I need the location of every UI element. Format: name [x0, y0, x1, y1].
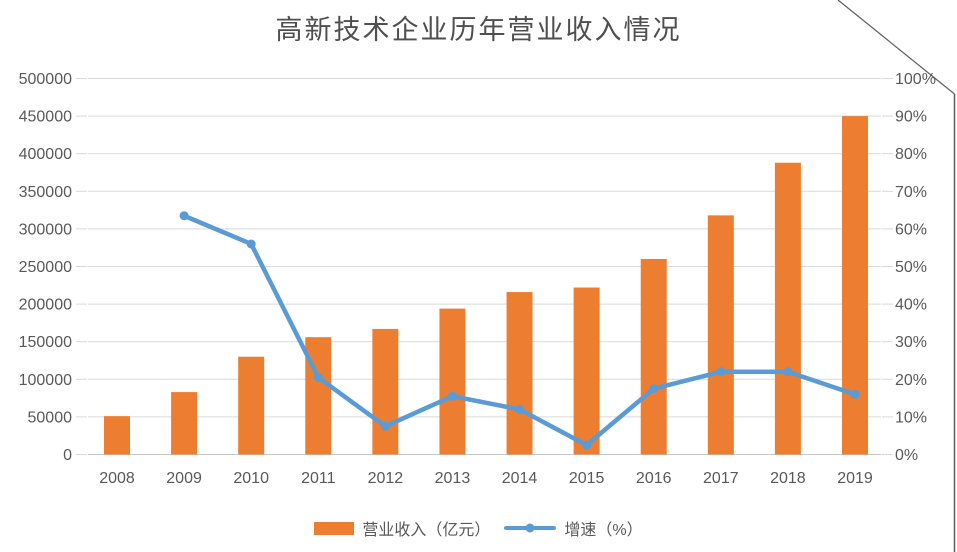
growth-point-2009 — [179, 211, 189, 221]
growth-legend-line-sample — [504, 523, 557, 533]
growth-point-2018 — [783, 367, 793, 377]
right-axis-label: 90% — [895, 109, 927, 126]
left-axis-label: 400000 — [19, 146, 72, 163]
legend-label-revenue: 营业收入（亿元） — [362, 522, 491, 539]
right-axis-label: 10% — [895, 409, 927, 426]
right-axis-label: 20% — [895, 372, 927, 389]
bar-2015 — [573, 287, 600, 455]
bar-2008 — [104, 416, 130, 455]
x-axis-label-2013: 2013 — [435, 470, 471, 487]
bar-2017 — [707, 215, 734, 455]
growth-point-2016 — [649, 384, 659, 394]
growth-point-2011 — [313, 372, 323, 382]
bar-2016 — [640, 258, 667, 455]
chart-title: 高新技术企业历年营业收入情况 — [275, 15, 682, 45]
x-axis-label-2019: 2019 — [837, 470, 873, 487]
growth-point-2010 — [246, 239, 256, 249]
legend-item-growth: 增速（%） — [504, 516, 643, 540]
left-axis-label: 300000 — [19, 221, 72, 238]
bar-2012 — [372, 328, 399, 455]
x-axis-label-2009: 2009 — [166, 470, 202, 487]
growth-point-2013 — [447, 391, 457, 401]
right-axis-label: 60% — [895, 221, 927, 238]
bar-2010 — [238, 356, 265, 455]
x-axis-label-2017: 2017 — [703, 470, 739, 487]
right-axis-label: 80% — [895, 146, 927, 163]
right-axis-label: 100% — [895, 71, 936, 88]
x-axis-label-2008: 2008 — [99, 470, 135, 487]
revenue-legend-swatch — [314, 521, 355, 535]
x-axis-label-2018: 2018 — [770, 470, 806, 487]
bar-2019 — [842, 116, 868, 455]
x-axis-label-2012: 2012 — [368, 470, 404, 487]
growth-point-2015 — [582, 440, 592, 450]
left-axis-label: 100000 — [19, 372, 72, 389]
legend-item-revenue: 营业收入（亿元） — [314, 516, 490, 540]
right-axis-label: 50% — [895, 259, 927, 276]
x-axis-label-2011: 2011 — [301, 470, 336, 487]
chart-legend: 营业收入（亿元） 增速（%） — [0, 511, 957, 545]
bar-2014 — [506, 292, 533, 455]
bar-2009 — [171, 392, 198, 455]
right-axis-label: 0% — [895, 447, 918, 464]
left-axis-label: 350000 — [19, 184, 72, 201]
x-axis-label-2010: 2010 — [233, 470, 269, 487]
left-axis-label: 450000 — [19, 109, 72, 126]
bar-2018 — [774, 162, 801, 455]
growth-point-2014 — [515, 404, 525, 414]
right-axis-label: 70% — [895, 184, 927, 201]
growth-point-2017 — [716, 367, 726, 377]
bar-2013 — [439, 308, 466, 455]
growth-point-2019 — [850, 389, 860, 399]
legend-label-growth: 增速（%） — [564, 522, 643, 539]
left-axis-label: 50000 — [28, 409, 73, 426]
left-axis-label: 150000 — [19, 334, 72, 351]
left-axis-label: 200000 — [19, 297, 72, 314]
left-axis-label: 0 — [63, 447, 72, 464]
right-axis-label: 30% — [895, 334, 927, 351]
x-axis-label-2016: 2016 — [636, 470, 672, 487]
right-axis-label: 40% — [895, 297, 927, 314]
left-axis-label: 250000 — [19, 259, 72, 276]
x-axis-label-2015: 2015 — [569, 470, 605, 487]
x-axis-label-2014: 2014 — [502, 470, 538, 487]
left-axis-label: 500000 — [19, 71, 72, 88]
growth-point-2012 — [380, 421, 390, 431]
